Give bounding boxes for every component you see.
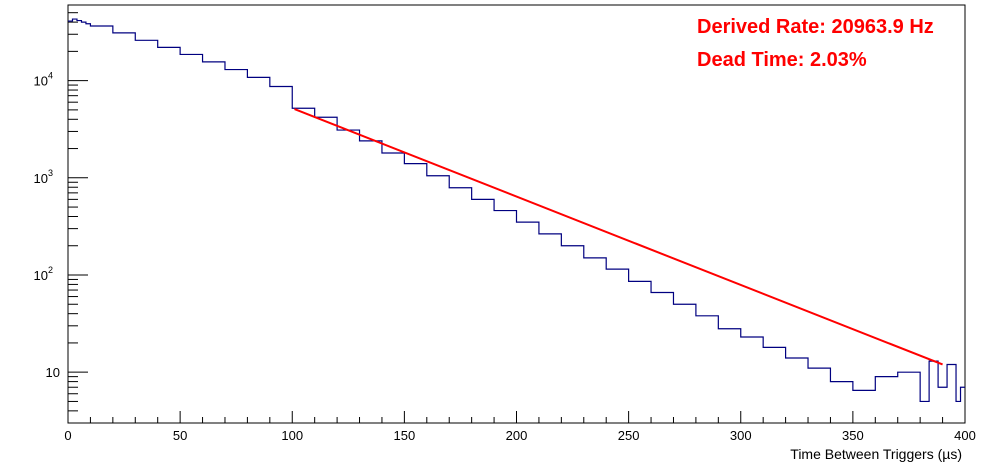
x-tick-label: 300	[730, 428, 752, 443]
x-tick-labels: 0 50 100 150 200 250 300 350 400	[64, 428, 975, 443]
y-tick-label: 103	[34, 168, 53, 186]
y-tick-label: 10	[46, 365, 60, 380]
x-tick-label: 350	[842, 428, 864, 443]
x-axis-title: Time Between Triggers (µs)	[790, 446, 962, 462]
x-tick-label: 50	[173, 428, 187, 443]
dead-time-label: Dead Time: 2.03%	[697, 49, 867, 71]
histogram-series	[68, 18, 965, 403]
derived-rate-label: Derived Rate: 20963.9 Hz	[697, 16, 934, 38]
exponential-fit-line	[294, 108, 943, 366]
y-tick-label: 102	[34, 265, 53, 283]
y-tick-labels: 10 102 103 104	[34, 71, 60, 381]
x-tick-label: 200	[506, 428, 528, 443]
x-tick-label: 400	[954, 428, 976, 443]
axis-ticks	[67, 4, 966, 424]
x-tick-label: 100	[281, 428, 303, 443]
x-tick-label: 250	[618, 428, 640, 443]
x-tick-label: 150	[394, 428, 416, 443]
x-tick-label: 0	[64, 428, 71, 443]
y-tick-label: 104	[34, 71, 53, 89]
